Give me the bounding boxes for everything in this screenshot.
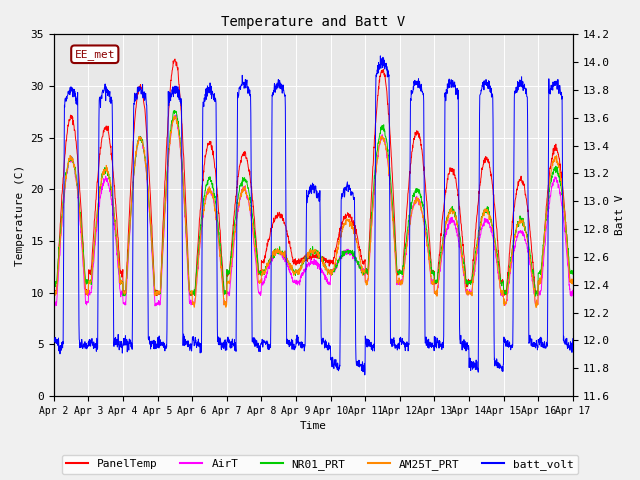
NR01_PRT bbox=[289, 265, 296, 271]
batt_volt bbox=[554, 76, 562, 82]
batt_volt bbox=[289, 339, 296, 345]
AM25T_PRT bbox=[289, 267, 296, 273]
AirT bbox=[289, 277, 297, 283]
PanelTemp bbox=[554, 150, 562, 156]
NR01_PRT bbox=[569, 271, 577, 277]
AirT bbox=[459, 266, 467, 272]
AM25T_PRT bbox=[554, 162, 562, 168]
batt_volt bbox=[361, 372, 369, 378]
NR01_PRT bbox=[554, 173, 562, 179]
PanelTemp bbox=[459, 243, 467, 249]
AM25T_PRT bbox=[554, 160, 562, 166]
batt_volt bbox=[50, 337, 58, 343]
PanelTemp bbox=[289, 259, 297, 264]
batt_volt bbox=[302, 249, 310, 255]
PanelTemp bbox=[554, 152, 562, 157]
Y-axis label: Temperature (C): Temperature (C) bbox=[15, 165, 25, 266]
Line: NR01_PRT: NR01_PRT bbox=[54, 110, 573, 296]
AirT bbox=[77, 223, 84, 228]
AirT bbox=[50, 301, 58, 307]
Line: PanelTemp: PanelTemp bbox=[54, 59, 573, 296]
Title: Temperature and Batt V: Temperature and Batt V bbox=[221, 15, 405, 29]
NR01_PRT bbox=[76, 210, 84, 216]
batt_volt bbox=[569, 336, 577, 342]
Y-axis label: Batt V: Batt V bbox=[615, 195, 625, 236]
Legend: PanelTemp, AirT, NR01_PRT, AM25T_PRT, batt_volt: PanelTemp, AirT, NR01_PRT, AM25T_PRT, ba… bbox=[61, 455, 579, 474]
PanelTemp bbox=[50, 289, 58, 295]
Line: AirT: AirT bbox=[54, 115, 573, 306]
PanelTemp bbox=[303, 256, 310, 262]
AM25T_PRT bbox=[171, 113, 179, 119]
NR01_PRT bbox=[171, 108, 179, 113]
AM25T_PRT bbox=[569, 276, 577, 282]
AirT bbox=[172, 112, 180, 118]
Line: AM25T_PRT: AM25T_PRT bbox=[54, 116, 573, 308]
batt_volt bbox=[76, 340, 84, 346]
AM25T_PRT bbox=[459, 262, 467, 267]
AM25T_PRT bbox=[76, 218, 84, 224]
PanelTemp bbox=[171, 56, 179, 62]
AirT bbox=[554, 185, 562, 191]
PanelTemp bbox=[186, 293, 194, 299]
AM25T_PRT bbox=[303, 252, 310, 258]
X-axis label: Time: Time bbox=[300, 421, 327, 432]
NR01_PRT bbox=[459, 256, 467, 262]
Line: batt_volt: batt_volt bbox=[54, 56, 573, 375]
AirT bbox=[51, 303, 59, 309]
batt_volt bbox=[459, 345, 467, 350]
batt_volt bbox=[376, 53, 384, 59]
batt_volt bbox=[554, 77, 562, 83]
AirT bbox=[554, 181, 562, 187]
NR01_PRT bbox=[532, 293, 540, 299]
NR01_PRT bbox=[303, 257, 310, 263]
AM25T_PRT bbox=[532, 305, 540, 311]
PanelTemp bbox=[76, 194, 84, 200]
NR01_PRT bbox=[50, 281, 58, 287]
Text: EE_met: EE_met bbox=[74, 49, 115, 60]
NR01_PRT bbox=[554, 169, 562, 175]
AirT bbox=[569, 289, 577, 295]
AM25T_PRT bbox=[50, 292, 58, 298]
AirT bbox=[303, 263, 310, 268]
PanelTemp bbox=[569, 281, 577, 287]
